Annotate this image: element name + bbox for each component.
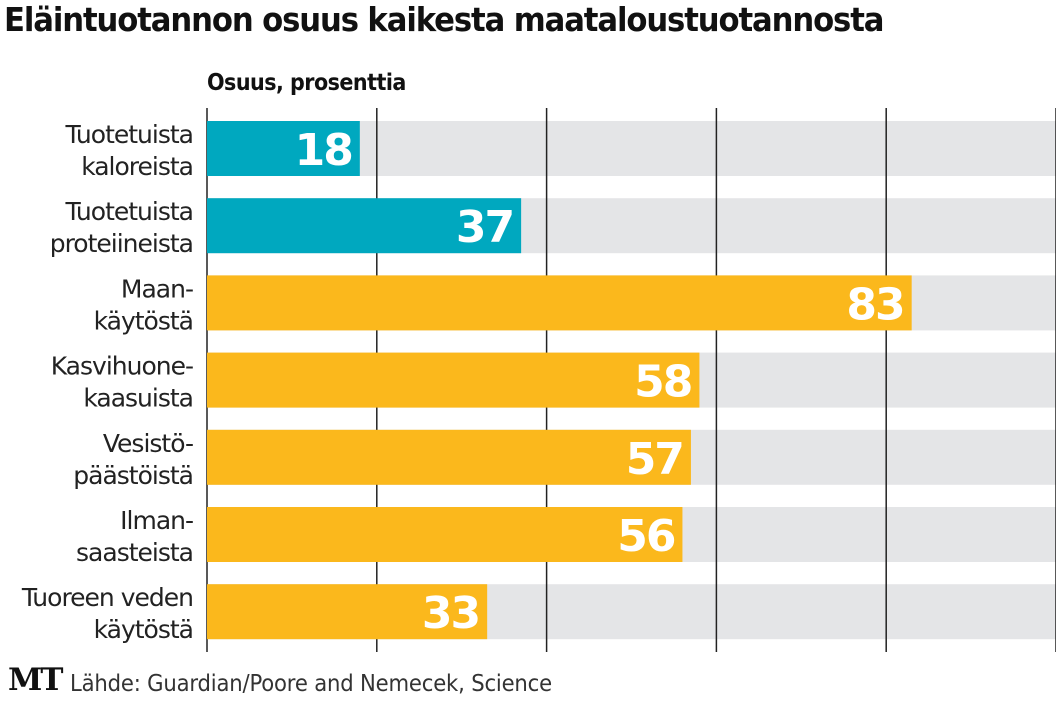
category-label: Kasvihuone- [51, 352, 193, 381]
data-label: 56 [617, 511, 675, 562]
category-label: Tuotetuista [64, 197, 193, 226]
category-label: Vesistö- [103, 429, 193, 458]
data-label: 57 [626, 434, 683, 485]
category-label: kaasuista [83, 384, 193, 413]
bar [207, 507, 683, 562]
data-label: 83 [846, 279, 903, 330]
category-label: Tuotetuista [64, 120, 193, 149]
chart-subtitle: Osuus, prosenttia [207, 70, 406, 96]
category-label: Ilman- [120, 506, 193, 535]
bar [207, 429, 691, 485]
data-label: 58 [634, 357, 691, 408]
bar [207, 121, 360, 176]
chart-title: Eläintuotannon osuus kaikesta maataloust… [4, 0, 884, 39]
bar [207, 352, 700, 408]
bar [207, 275, 912, 331]
category-label: käytöstä [94, 615, 193, 644]
mt-logo: MT [8, 662, 63, 698]
category-label: Maan- [121, 274, 193, 303]
category-label: kaloreista [81, 152, 193, 181]
category-label: päästöistä [73, 461, 193, 490]
data-label: 33 [422, 588, 479, 639]
bar [207, 198, 522, 254]
category-label: Tuoreen veden [21, 583, 193, 612]
category-label: proteiineista [50, 229, 193, 258]
category-label: saasteista [76, 538, 193, 567]
source-note: Lähde: Guardian/Poore and Nemecek, Scien… [70, 671, 552, 697]
bar [207, 584, 488, 640]
category-label: käytöstä [94, 306, 193, 335]
data-label: 18 [295, 125, 352, 176]
data-label: 37 [456, 202, 513, 253]
